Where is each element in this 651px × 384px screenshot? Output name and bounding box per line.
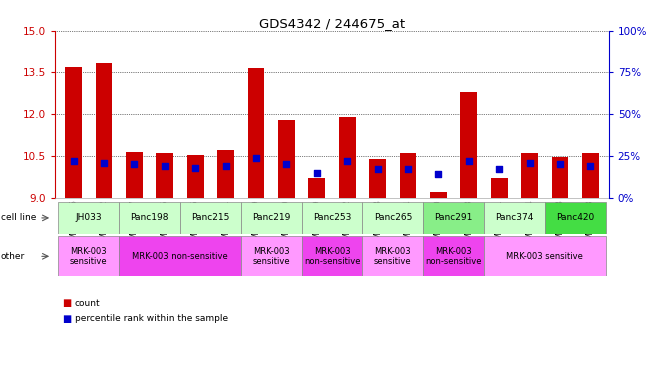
Point	[99, 160, 109, 166]
Text: MRK-003 sensitive: MRK-003 sensitive	[506, 252, 583, 261]
Bar	[484, 202, 545, 234]
Text: other: other	[1, 252, 25, 261]
Bar	[180, 202, 241, 234]
Bar	[156, 153, 173, 198]
Bar	[301, 236, 363, 276]
Bar	[119, 236, 241, 276]
Title: GDS4342 / 244675_at: GDS4342 / 244675_at	[259, 17, 405, 30]
Bar	[521, 153, 538, 198]
Bar	[119, 202, 180, 234]
Bar	[59, 202, 119, 234]
Text: MRK-003 non-sensitive: MRK-003 non-sensitive	[132, 252, 228, 261]
Bar	[278, 120, 295, 198]
Text: count: count	[75, 299, 100, 308]
Text: MRK-003
sensitive: MRK-003 sensitive	[253, 247, 290, 266]
Bar	[369, 159, 386, 198]
Bar	[582, 153, 599, 198]
Text: ■: ■	[62, 314, 71, 324]
Text: Panc253: Panc253	[313, 214, 351, 222]
Point	[555, 161, 565, 167]
Point	[464, 158, 474, 164]
Bar	[430, 192, 447, 198]
Bar	[339, 117, 355, 198]
Bar	[423, 236, 484, 276]
Bar	[126, 152, 143, 198]
Point	[129, 161, 139, 167]
Point	[68, 158, 79, 164]
Text: Panc420: Panc420	[556, 214, 594, 222]
Bar	[363, 236, 423, 276]
Bar	[484, 236, 605, 276]
Point	[251, 155, 261, 161]
Text: Panc291: Panc291	[434, 214, 473, 222]
Text: MRK-003
sensitive: MRK-003 sensitive	[70, 247, 107, 266]
Bar	[309, 178, 325, 198]
Text: Panc198: Panc198	[130, 214, 169, 222]
Bar	[59, 236, 119, 276]
Point	[433, 171, 443, 177]
Point	[312, 170, 322, 176]
Text: Panc215: Panc215	[191, 214, 230, 222]
Bar	[241, 202, 301, 234]
Bar	[96, 63, 113, 198]
Point	[403, 166, 413, 172]
Text: MRK-003
non-sensitive: MRK-003 non-sensitive	[425, 247, 482, 266]
Point	[159, 163, 170, 169]
Point	[342, 158, 352, 164]
Text: cell line: cell line	[1, 214, 36, 222]
Text: JH033: JH033	[76, 214, 102, 222]
Bar	[241, 236, 301, 276]
Bar	[217, 151, 234, 198]
Bar	[551, 157, 568, 198]
Bar	[491, 178, 508, 198]
Point	[281, 161, 292, 167]
Bar	[460, 92, 477, 198]
Point	[221, 163, 231, 169]
Text: MRK-003
sensitive: MRK-003 sensitive	[374, 247, 411, 266]
Point	[494, 166, 505, 172]
Text: Panc265: Panc265	[374, 214, 412, 222]
Text: MRK-003
non-sensitive: MRK-003 non-sensitive	[304, 247, 360, 266]
Point	[372, 166, 383, 172]
Text: ■: ■	[62, 298, 71, 308]
Bar	[187, 155, 204, 198]
Bar	[247, 68, 264, 198]
Bar	[65, 67, 82, 198]
Bar	[423, 202, 484, 234]
Point	[190, 165, 201, 171]
Bar	[363, 202, 423, 234]
Text: Panc374: Panc374	[495, 214, 534, 222]
Text: Panc219: Panc219	[252, 214, 290, 222]
Bar	[301, 202, 363, 234]
Bar	[400, 153, 417, 198]
Point	[525, 160, 535, 166]
Text: percentile rank within the sample: percentile rank within the sample	[75, 314, 228, 323]
Point	[585, 163, 596, 169]
Bar	[545, 202, 605, 234]
